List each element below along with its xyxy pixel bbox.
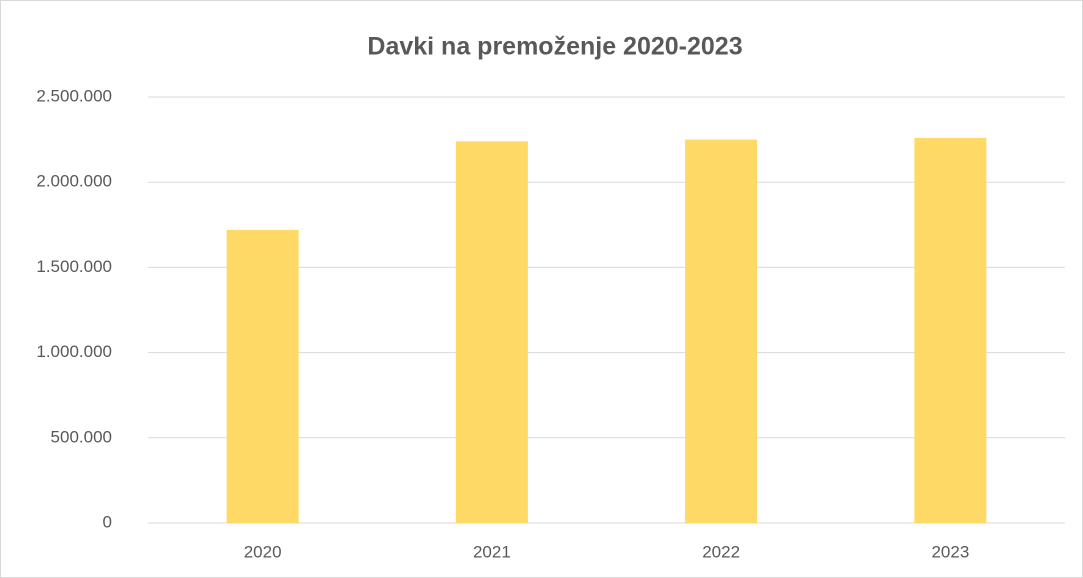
chart-title: Davki na premoženje 2020-2023: [367, 33, 742, 61]
bar: [685, 139, 758, 523]
y-tick-label: 1.000.000: [36, 342, 112, 361]
y-tick-label: 0: [103, 512, 112, 531]
bar: [226, 229, 299, 524]
y-tick-label: 2.500.000: [36, 86, 112, 105]
x-tick-label: 2020: [244, 542, 282, 561]
bar: [914, 137, 987, 523]
x-tick-label: 2022: [702, 542, 740, 561]
x-tick-label: 2023: [931, 542, 969, 561]
bar: [455, 141, 528, 523]
x-tick-label: 2021: [473, 542, 511, 561]
y-tick-label: 500.000: [51, 427, 112, 446]
y-tick-label: 1.500.000: [36, 257, 112, 276]
y-tick-label: 2.000.000: [36, 172, 112, 191]
